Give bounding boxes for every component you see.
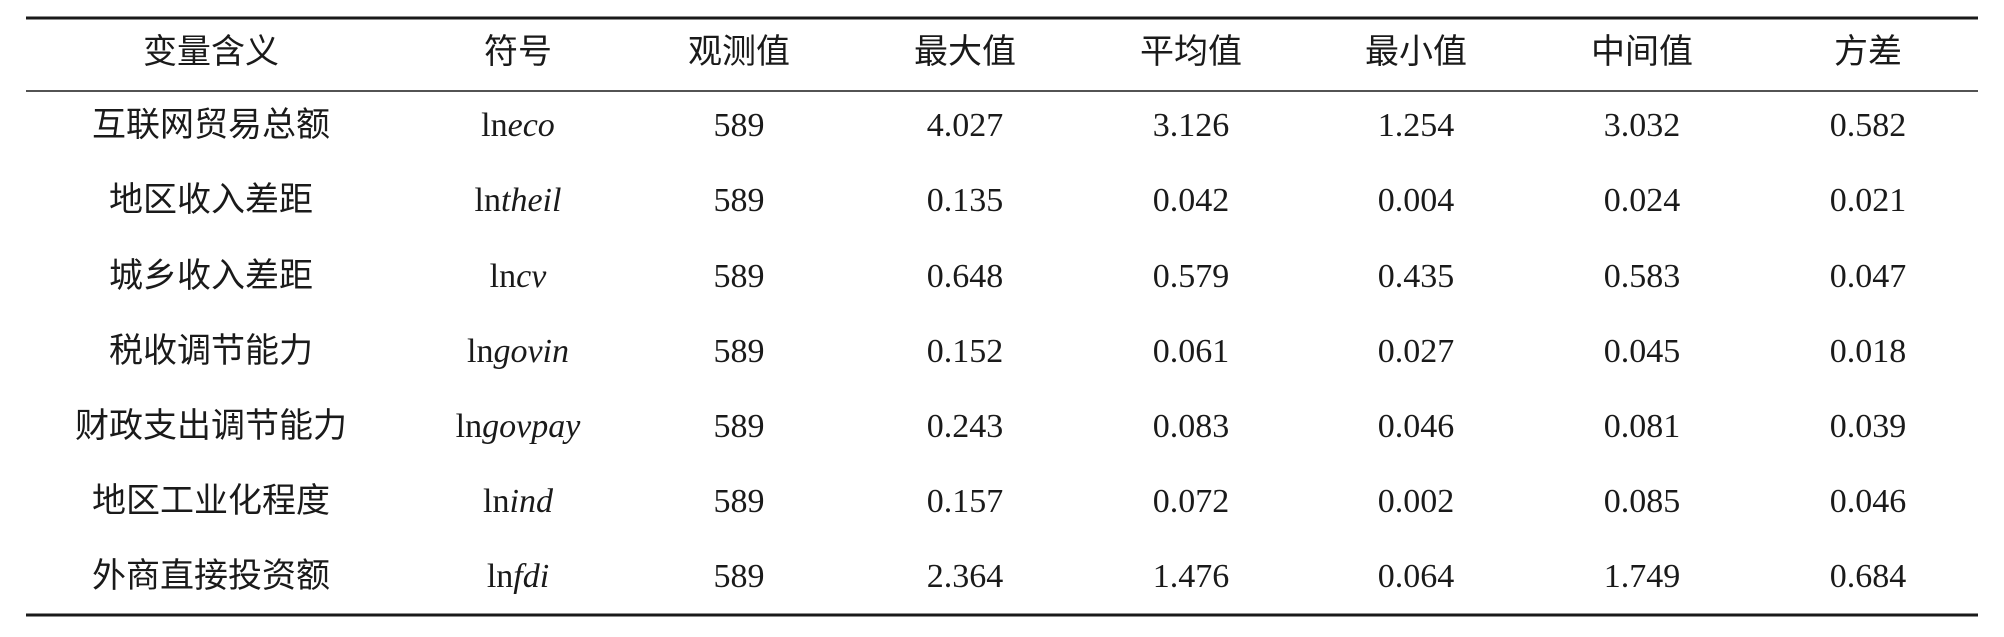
value-cell: 589 bbox=[714, 483, 765, 520]
value-cell: 589 bbox=[714, 107, 765, 144]
symbol-prefix: ln bbox=[456, 408, 482, 445]
variable-name: 税收调节能力 bbox=[109, 332, 313, 370]
symbol-prefix: ln bbox=[467, 333, 493, 370]
header-cell: 平均值 bbox=[1140, 33, 1242, 71]
symbol-italic: ind bbox=[510, 483, 554, 520]
variable-name: 财政支出调节能力 bbox=[75, 407, 347, 445]
value-cell: 1.476 bbox=[1153, 558, 1230, 595]
value-cell: 1.749 bbox=[1604, 558, 1681, 595]
value-cell: 0.047 bbox=[1830, 258, 1907, 295]
value-cell: 0.583 bbox=[1604, 258, 1681, 295]
header-cell: 变量含义 bbox=[143, 33, 279, 71]
value-cell: 0.152 bbox=[927, 333, 1004, 370]
value-cell: 0.046 bbox=[1830, 483, 1907, 520]
value-cell: 0.061 bbox=[1153, 333, 1230, 370]
value-cell: 589 bbox=[714, 408, 765, 445]
value-cell: 589 bbox=[714, 558, 765, 595]
value-cell: 0.046 bbox=[1378, 408, 1455, 445]
value-cell: 2.364 bbox=[927, 558, 1004, 595]
value-cell: 589 bbox=[714, 182, 765, 219]
variable-name: 城乡收入差距 bbox=[109, 257, 313, 295]
symbol-italic: govpay bbox=[482, 408, 581, 445]
variable-symbol: lngovin bbox=[467, 333, 569, 370]
value-cell: 0.435 bbox=[1378, 258, 1455, 295]
value-cell: 0.027 bbox=[1378, 333, 1455, 370]
symbol-prefix: ln bbox=[483, 483, 509, 520]
variable-name: 地区收入差距 bbox=[109, 181, 313, 219]
header-cell: 方差 bbox=[1834, 33, 1902, 71]
value-cell: 3.032 bbox=[1604, 107, 1681, 144]
header-cell: 观测值 bbox=[688, 33, 790, 71]
variable-symbol: lngovpay bbox=[456, 408, 582, 445]
header-cell: 符号 bbox=[484, 33, 552, 71]
symbol-italic: fdi bbox=[513, 558, 549, 595]
value-cell: 589 bbox=[714, 258, 765, 295]
value-cell: 589 bbox=[714, 333, 765, 370]
variable-name: 外商直接投资额 bbox=[92, 557, 330, 595]
value-cell: 0.002 bbox=[1378, 483, 1455, 520]
value-cell: 0.081 bbox=[1604, 408, 1681, 445]
symbol-prefix: ln bbox=[487, 558, 513, 595]
value-cell: 0.024 bbox=[1604, 182, 1681, 219]
symbol-prefix: ln bbox=[490, 258, 516, 295]
value-cell: 0.039 bbox=[1830, 408, 1907, 445]
variable-symbol: lnfdi bbox=[487, 558, 549, 595]
value-cell: 0.579 bbox=[1153, 258, 1230, 295]
value-cell: 0.085 bbox=[1604, 483, 1681, 520]
value-cell: 0.083 bbox=[1153, 408, 1230, 445]
symbol-prefix: ln bbox=[481, 107, 507, 144]
symbol-prefix: ln bbox=[475, 182, 501, 219]
symbol-italic: eco bbox=[508, 107, 555, 144]
value-cell: 1.254 bbox=[1378, 107, 1455, 144]
value-cell: 0.243 bbox=[927, 408, 1004, 445]
value-cell: 0.072 bbox=[1153, 483, 1230, 520]
header-cell: 最大值 bbox=[914, 33, 1016, 71]
variable-symbol: lneco bbox=[481, 107, 555, 144]
value-cell: 0.042 bbox=[1153, 182, 1230, 219]
header-cell: 中间值 bbox=[1591, 33, 1693, 71]
symbol-italic: theil bbox=[501, 182, 561, 219]
value-cell: 0.018 bbox=[1830, 333, 1907, 370]
value-cell: 0.135 bbox=[927, 182, 1004, 219]
variable-symbol: lntheil bbox=[475, 182, 562, 219]
value-cell: 0.684 bbox=[1830, 558, 1907, 595]
value-cell: 3.126 bbox=[1153, 107, 1230, 144]
value-cell: 0.157 bbox=[927, 483, 1004, 520]
header-cell: 最小值 bbox=[1365, 33, 1467, 71]
value-cell: 4.027 bbox=[927, 107, 1004, 144]
variable-name: 互联网贸易总额 bbox=[92, 106, 330, 144]
symbol-italic: cv bbox=[516, 258, 547, 295]
symbol-italic: govin bbox=[493, 333, 569, 370]
value-cell: 0.064 bbox=[1378, 558, 1455, 595]
value-cell: 0.004 bbox=[1378, 182, 1455, 219]
variable-symbol: lnind bbox=[483, 483, 554, 520]
variable-symbol: lncv bbox=[490, 258, 548, 295]
value-cell: 0.582 bbox=[1830, 107, 1907, 144]
value-cell: 0.045 bbox=[1604, 333, 1681, 370]
variable-name: 地区工业化程度 bbox=[92, 482, 330, 520]
value-cell: 0.021 bbox=[1830, 182, 1907, 219]
value-cell: 0.648 bbox=[927, 258, 1004, 295]
